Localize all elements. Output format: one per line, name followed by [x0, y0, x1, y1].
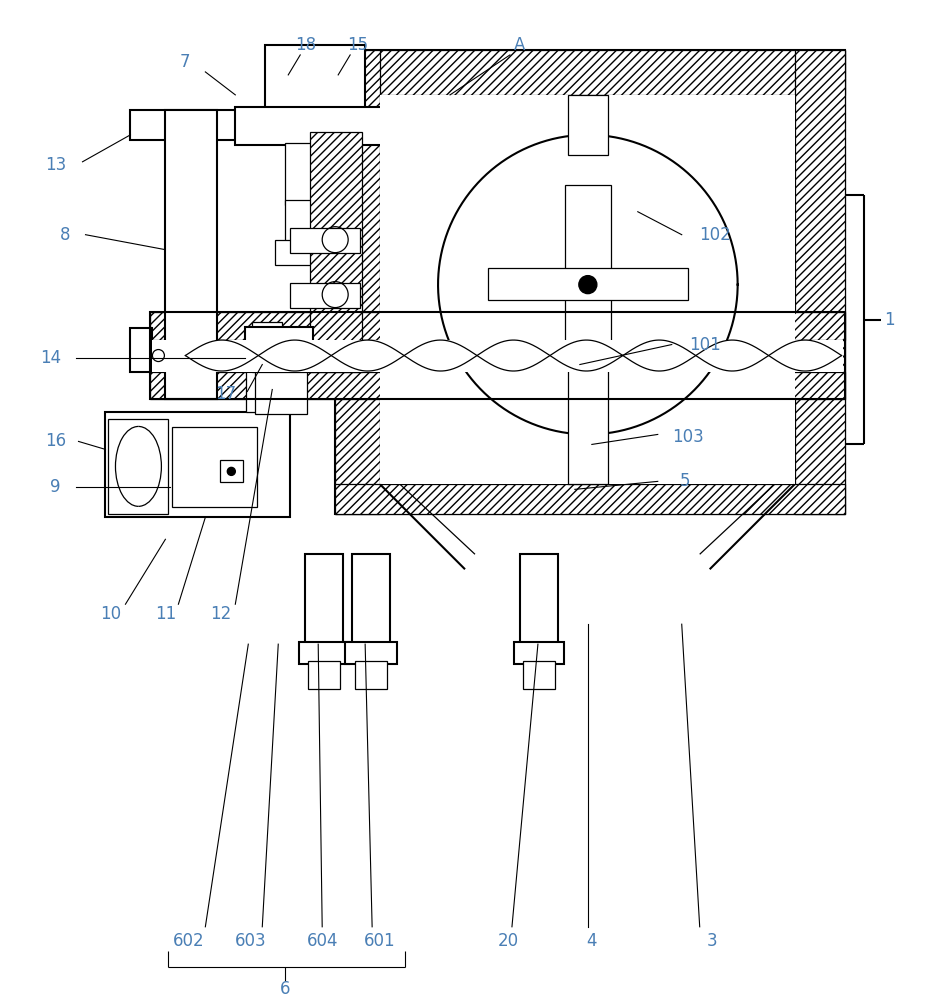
Bar — [253, 322, 282, 372]
Bar — [520, 554, 558, 644]
Text: 10: 10 — [100, 605, 121, 623]
Bar — [245, 327, 313, 372]
Bar — [352, 554, 390, 644]
Text: 11: 11 — [155, 605, 176, 623]
Text: 101: 101 — [689, 336, 721, 354]
Bar — [131, 110, 405, 140]
Text: 5: 5 — [679, 472, 690, 490]
Text: 3: 3 — [707, 932, 717, 950]
Bar — [308, 661, 341, 689]
Text: 1: 1 — [885, 311, 895, 329]
Bar — [131, 328, 152, 372]
Bar — [335, 50, 845, 514]
Bar — [286, 200, 341, 245]
Bar — [335, 50, 380, 514]
Bar — [299, 642, 349, 664]
Text: 12: 12 — [210, 605, 231, 623]
Text: 18: 18 — [294, 36, 316, 54]
Bar — [150, 372, 845, 399]
Text: 14: 14 — [40, 349, 61, 367]
Bar — [109, 419, 168, 514]
Bar — [335, 50, 845, 95]
Bar — [290, 283, 360, 308]
Text: 603: 603 — [235, 932, 266, 950]
Text: 8: 8 — [61, 226, 71, 244]
Bar — [306, 554, 343, 644]
Bar — [105, 412, 290, 517]
Bar — [310, 132, 362, 372]
Bar — [568, 370, 608, 484]
Text: 13: 13 — [44, 156, 66, 174]
Circle shape — [227, 467, 236, 475]
Text: 102: 102 — [699, 226, 730, 244]
Text: 103: 103 — [672, 428, 704, 446]
Bar — [290, 228, 360, 253]
Bar — [568, 95, 608, 155]
Text: 604: 604 — [307, 932, 338, 950]
Text: A: A — [515, 36, 526, 54]
Bar — [150, 312, 845, 340]
Bar — [345, 642, 397, 664]
Bar — [172, 427, 257, 507]
Text: 16: 16 — [45, 432, 66, 450]
Text: 602: 602 — [172, 932, 204, 950]
Text: 6: 6 — [280, 980, 290, 998]
Bar — [335, 484, 845, 514]
Bar — [355, 661, 387, 689]
Bar — [236, 107, 390, 145]
Bar — [275, 240, 347, 265]
Text: 7: 7 — [180, 53, 191, 71]
Bar — [514, 642, 564, 664]
Bar — [565, 185, 611, 370]
Circle shape — [579, 276, 597, 294]
Text: 4: 4 — [587, 932, 597, 950]
Text: 9: 9 — [50, 478, 61, 496]
Bar — [150, 312, 845, 399]
Text: 15: 15 — [347, 36, 369, 54]
Bar — [488, 268, 688, 300]
Text: 601: 601 — [364, 932, 396, 950]
Text: 17: 17 — [215, 385, 236, 403]
Bar — [220, 460, 243, 482]
Bar — [380, 95, 795, 484]
Bar — [152, 340, 843, 372]
Text: 20: 20 — [498, 932, 518, 950]
Bar — [265, 45, 365, 110]
Bar — [286, 143, 341, 205]
Bar — [255, 372, 307, 414]
Bar — [523, 661, 555, 689]
Bar — [795, 50, 845, 514]
Bar — [246, 371, 289, 412]
Bar — [166, 110, 218, 399]
